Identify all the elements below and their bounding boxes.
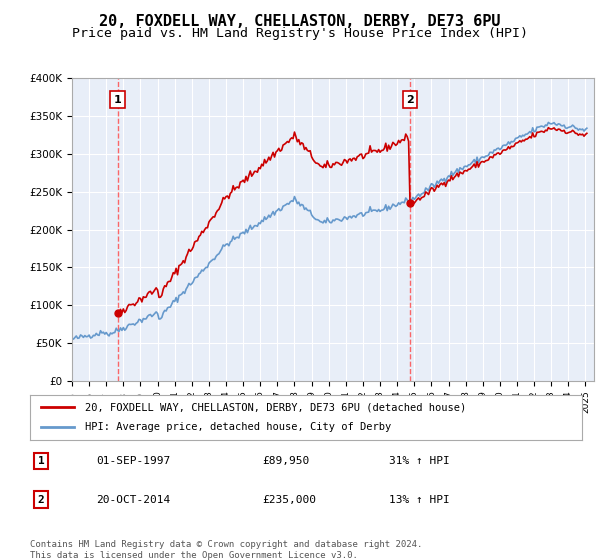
Text: 2: 2: [38, 494, 44, 505]
Text: 20-OCT-2014: 20-OCT-2014: [96, 494, 170, 505]
Text: 1: 1: [38, 456, 44, 466]
Text: 31% ↑ HPI: 31% ↑ HPI: [389, 456, 449, 466]
Text: £235,000: £235,000: [262, 494, 316, 505]
Text: 1: 1: [114, 95, 122, 105]
Text: 20, FOXDELL WAY, CHELLASTON, DERBY, DE73 6PU (detached house): 20, FOXDELL WAY, CHELLASTON, DERBY, DE73…: [85, 402, 466, 412]
Text: HPI: Average price, detached house, City of Derby: HPI: Average price, detached house, City…: [85, 422, 391, 432]
Text: Price paid vs. HM Land Registry's House Price Index (HPI): Price paid vs. HM Land Registry's House …: [72, 27, 528, 40]
Text: Contains HM Land Registry data © Crown copyright and database right 2024.
This d: Contains HM Land Registry data © Crown c…: [30, 540, 422, 560]
Text: £89,950: £89,950: [262, 456, 309, 466]
Text: 20, FOXDELL WAY, CHELLASTON, DERBY, DE73 6PU: 20, FOXDELL WAY, CHELLASTON, DERBY, DE73…: [99, 14, 501, 29]
Text: 2: 2: [406, 95, 414, 105]
Text: 13% ↑ HPI: 13% ↑ HPI: [389, 494, 449, 505]
Text: 01-SEP-1997: 01-SEP-1997: [96, 456, 170, 466]
